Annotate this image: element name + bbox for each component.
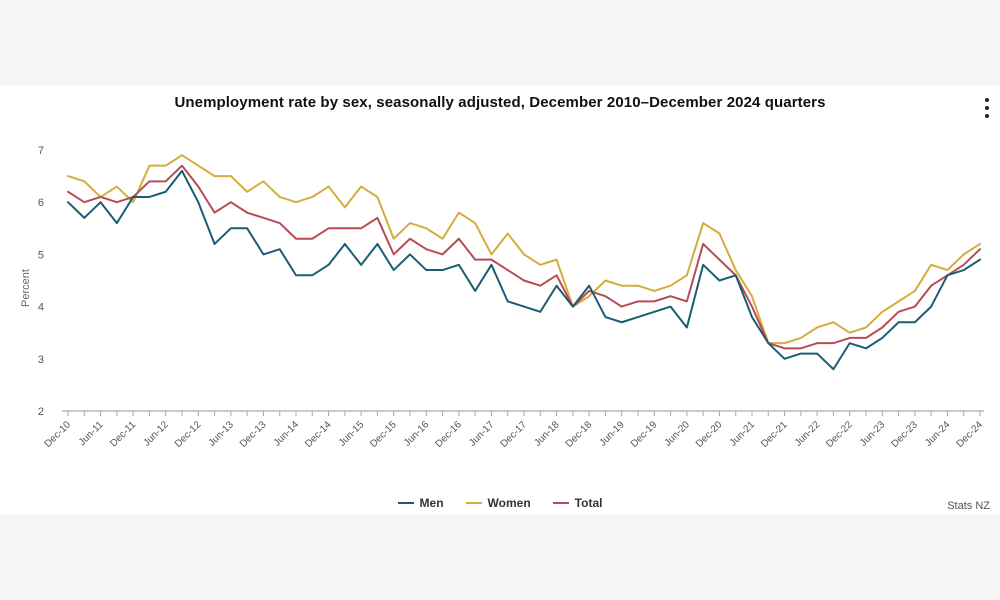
x-tick-label: Dec-14 bbox=[303, 419, 334, 450]
x-tick-label: Jun-21 bbox=[728, 419, 758, 449]
y-tick-label: 5 bbox=[38, 249, 44, 261]
x-tick-label: Dec-12 bbox=[173, 419, 204, 450]
x-tick-label: Dec-17 bbox=[499, 419, 530, 450]
x-tick-label: Dec-19 bbox=[629, 419, 660, 450]
x-tick-label: Jun-23 bbox=[858, 419, 888, 449]
x-tick-label: Jun-18 bbox=[532, 419, 562, 449]
x-tick-label: Jun-15 bbox=[337, 419, 367, 449]
x-tick-label: Dec-20 bbox=[694, 419, 725, 450]
x-tick-label: Jun-24 bbox=[923, 419, 953, 449]
legend-label-men: Men bbox=[419, 496, 444, 510]
x-tick-label: Dec-24 bbox=[955, 419, 986, 450]
x-tick-label: Jun-14 bbox=[272, 419, 302, 449]
y-tick-label: 6 bbox=[38, 197, 44, 209]
y-axis-label: Percent bbox=[20, 269, 32, 307]
menu-dot-icon bbox=[985, 98, 989, 102]
x-tick-label: Jun-19 bbox=[597, 419, 627, 449]
y-tick-label: 4 bbox=[38, 302, 44, 314]
x-tick-label: Jun-20 bbox=[663, 419, 693, 449]
x-tick-label: Jun-17 bbox=[467, 419, 497, 449]
legend-swatch-total bbox=[552, 502, 569, 504]
x-tick-label: Dec-21 bbox=[759, 419, 790, 450]
legend-swatch-women bbox=[465, 502, 482, 504]
bottom-background bbox=[0, 514, 1000, 600]
x-tick-label: Dec-11 bbox=[108, 419, 138, 449]
series-line-men bbox=[67, 169, 981, 371]
x-tick-label: Dec-22 bbox=[824, 419, 855, 450]
series-line-total bbox=[67, 164, 981, 350]
x-tick-label: Dec-18 bbox=[564, 419, 595, 450]
legend-label-women: Women bbox=[487, 496, 531, 510]
x-tick-label: Jun-16 bbox=[402, 419, 432, 449]
source-credit: Stats NZ bbox=[947, 500, 990, 512]
x-tick-label: Jun-22 bbox=[793, 419, 823, 449]
x-tick-label: Jun-13 bbox=[207, 419, 237, 449]
legend-item-total[interactable]: Total bbox=[552, 496, 603, 510]
chart-card bbox=[0, 86, 1000, 514]
legend-label-total: Total bbox=[574, 496, 603, 510]
x-tick-label: Dec-16 bbox=[433, 419, 464, 450]
x-tick-label: Dec-10 bbox=[43, 419, 74, 450]
kebab-menu-icon[interactable] bbox=[978, 96, 996, 120]
legend: Men Women Total bbox=[0, 496, 1000, 510]
chart-title: Unemployment rate by sex, seasonally adj… bbox=[174, 94, 826, 111]
series-line-women bbox=[67, 154, 981, 345]
y-tick-label: 2 bbox=[38, 406, 44, 418]
series-group bbox=[67, 154, 981, 371]
x-tick-label: Jun-12 bbox=[141, 419, 171, 449]
menu-dot-icon bbox=[985, 106, 989, 110]
x-tick-label: Dec-23 bbox=[889, 419, 920, 450]
x-tick-label: Dec-15 bbox=[368, 419, 399, 450]
y-tick-label: 3 bbox=[38, 354, 44, 366]
y-tick-label: 7 bbox=[38, 145, 44, 157]
menu-dot-icon bbox=[985, 114, 989, 118]
x-tick-label: Dec-13 bbox=[238, 419, 269, 450]
legend-swatch-men bbox=[397, 502, 414, 504]
legend-item-men[interactable]: Men bbox=[397, 496, 444, 510]
top-background bbox=[0, 0, 1000, 86]
legend-item-women[interactable]: Women bbox=[465, 496, 531, 510]
x-tick-label: Jun-11 bbox=[77, 419, 106, 448]
